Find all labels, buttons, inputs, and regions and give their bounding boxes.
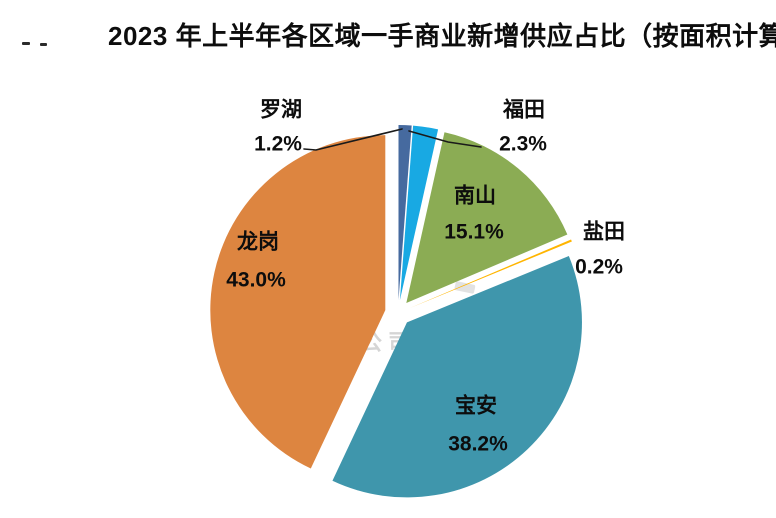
watermark-fragment <box>454 281 476 294</box>
pie-slice-5 <box>210 135 386 469</box>
leader-line-0 <box>303 128 403 151</box>
slice-value-5: 43.0% <box>226 269 286 292</box>
pie-slice-2 <box>406 132 568 304</box>
slice-label-1: 福田 <box>502 99 545 122</box>
slice-label-4: 宝安 <box>455 394 497 418</box>
slice-label-2: 南山 <box>454 184 496 208</box>
slice-value-1: 2.3% <box>499 133 547 156</box>
pie-slice-4 <box>332 255 582 498</box>
cropped-text-artifact <box>22 42 30 45</box>
pie-slice-3 <box>409 239 572 308</box>
pie-slice-1 <box>399 125 439 301</box>
chart-title: 2023 年上半年各区域一手商业新增供应占比（按面积计算） <box>108 21 776 51</box>
slice-value-2: 15.1% <box>444 221 504 244</box>
slice-value-3: 0.2% <box>575 256 623 279</box>
slice-label-0: 罗湖 <box>260 99 302 122</box>
cropped-text-artifact <box>40 43 47 46</box>
slice-label-3: 盐田 <box>583 220 625 244</box>
pie-slice-0 <box>398 125 412 301</box>
slice-value-0: 1.2% <box>254 133 302 156</box>
leader-line-1 <box>408 130 482 148</box>
slice-value-4: 38.2% <box>448 433 508 456</box>
slice-label-5: 龙岗 <box>237 230 279 254</box>
